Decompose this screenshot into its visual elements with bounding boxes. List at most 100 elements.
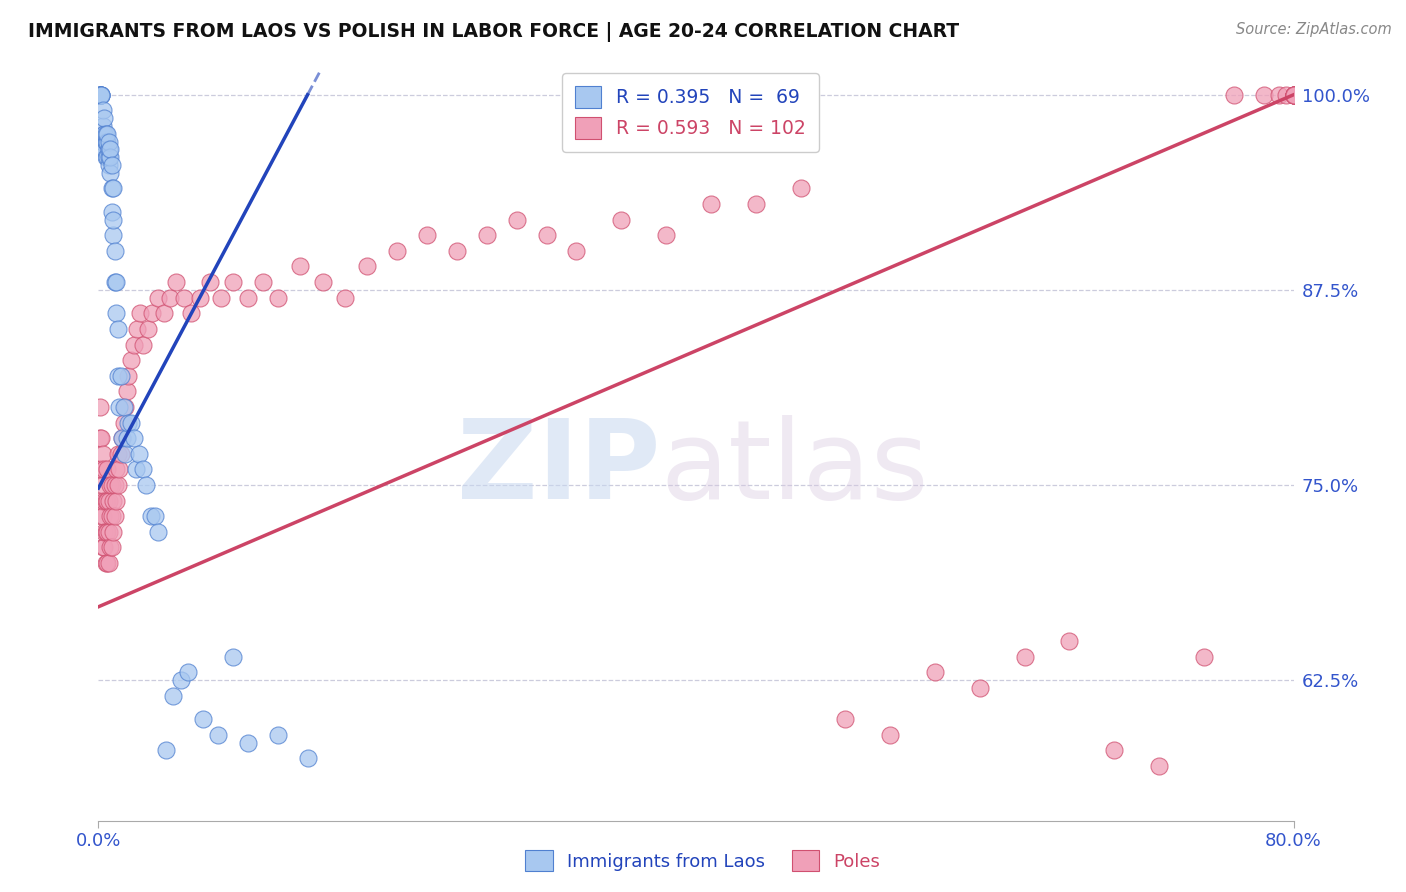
Point [89, 87, 111, 102]
Point [173, 291, 195, 305]
Point [89, 400, 111, 414]
Point [103, 212, 125, 227]
Point [104, 478, 127, 492]
Point [96, 556, 118, 570]
Point [94, 524, 117, 539]
Point [98, 541, 122, 555]
Point [96, 524, 118, 539]
Point [1282, 87, 1305, 102]
Point [141, 306, 163, 320]
Point [98, 166, 122, 180]
Point [108, 462, 131, 476]
Point [89, 87, 111, 102]
Point [1282, 87, 1305, 102]
Point [89, 462, 111, 476]
Point [267, 728, 290, 742]
Point [311, 275, 333, 289]
Point [91, 447, 114, 461]
Point [101, 158, 124, 172]
Point [90, 509, 112, 524]
Point [180, 306, 202, 320]
Point [94, 135, 117, 149]
Point [105, 275, 128, 289]
Point [103, 493, 125, 508]
Point [111, 431, 134, 445]
Point [101, 478, 124, 492]
Point [94, 135, 117, 149]
Point [159, 291, 181, 305]
Point [91, 135, 114, 149]
Point [93, 493, 115, 508]
Point [120, 353, 142, 368]
Point [114, 447, 136, 461]
Point [446, 244, 468, 258]
Point [90, 87, 112, 102]
Point [93, 127, 115, 141]
Point [236, 735, 259, 749]
Point [94, 127, 117, 141]
Point [104, 275, 127, 289]
Point [97, 158, 120, 172]
Point [124, 431, 146, 445]
Point [97, 142, 120, 156]
Point [91, 103, 114, 118]
Point [207, 728, 229, 742]
Point [120, 416, 142, 430]
Point [333, 291, 356, 305]
Point [1282, 87, 1305, 102]
Point [1282, 87, 1305, 102]
Point [127, 322, 149, 336]
Point [110, 368, 132, 383]
Point [90, 431, 112, 445]
Point [1282, 87, 1305, 102]
Point [385, 244, 409, 258]
Point [139, 509, 162, 524]
Point [91, 119, 114, 133]
Point [90, 87, 112, 102]
Point [94, 150, 117, 164]
Point [97, 150, 120, 164]
Point [89, 87, 111, 102]
Point [789, 181, 811, 195]
Point [93, 142, 115, 156]
Point [297, 751, 319, 765]
Text: IMMIGRANTS FROM LAOS VS POLISH IN LABOR FORCE | AGE 20-24 CORRELATION CHART: IMMIGRANTS FROM LAOS VS POLISH IN LABOR … [28, 22, 959, 42]
Point [162, 689, 184, 703]
Point [188, 291, 211, 305]
Point [165, 275, 187, 289]
Point [89, 87, 111, 102]
Point [1275, 87, 1298, 102]
Point [105, 493, 128, 508]
Point [129, 306, 152, 320]
Point [98, 478, 122, 492]
Point [200, 275, 222, 289]
Point [506, 212, 529, 227]
Point [105, 306, 128, 320]
Point [110, 447, 132, 461]
Point [117, 368, 139, 383]
Point [132, 462, 155, 476]
Point [191, 712, 214, 726]
Point [128, 447, 150, 461]
Point [96, 127, 118, 141]
Point [115, 384, 138, 399]
Point [93, 524, 115, 539]
Point [98, 142, 122, 156]
Point [97, 524, 120, 539]
Point [288, 260, 311, 274]
Point [356, 260, 378, 274]
Text: ZIP: ZIP [457, 415, 661, 522]
Point [103, 524, 125, 539]
Point [135, 478, 157, 492]
Point [112, 400, 135, 414]
Point [97, 493, 120, 508]
Point [924, 665, 946, 680]
Point [90, 87, 112, 102]
Point [565, 244, 588, 258]
Legend: R = 0.395   N =  69, R = 0.593   N = 102: R = 0.395 N = 69, R = 0.593 N = 102 [562, 73, 820, 153]
Point [91, 142, 114, 156]
Point [236, 291, 259, 305]
Point [105, 462, 128, 476]
Point [1223, 87, 1246, 102]
Point [91, 135, 114, 149]
